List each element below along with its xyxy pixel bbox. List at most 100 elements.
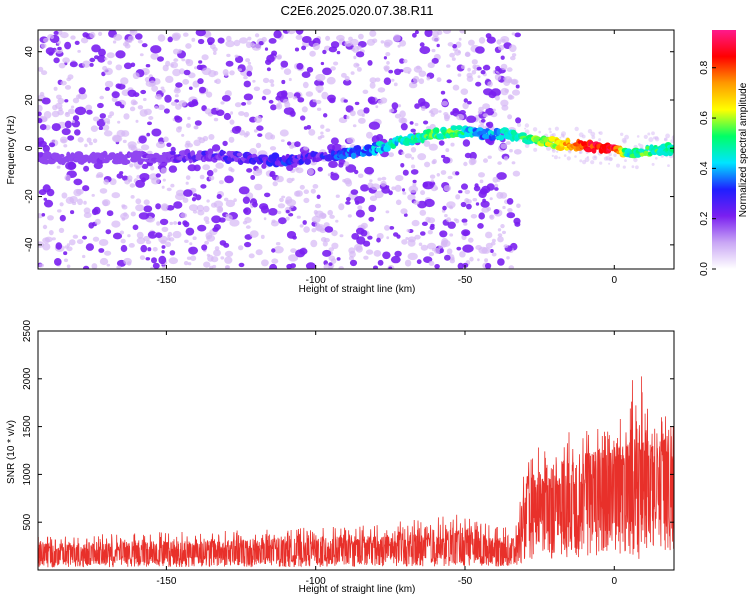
noise-dot [60,80,67,86]
noise-dot [155,203,162,210]
noise-dot [412,179,417,184]
noise-dot [178,100,187,107]
noise-dot [204,108,212,115]
noise-dot [123,113,130,120]
noise-dot [423,140,431,147]
noise-dot [234,54,239,58]
noise-dot [39,124,47,131]
noise-dot [346,115,350,120]
noise-dot [104,250,112,256]
noise-dot [408,81,418,89]
noise-dot [176,126,182,133]
noise-dot [414,234,421,240]
noise-dot [49,34,55,40]
noise-dot [57,209,62,213]
noise-dot [479,179,484,184]
noise-dot [590,131,596,137]
noise-dot [462,139,471,147]
noise-dot [594,156,597,159]
noise-dot [69,196,78,203]
noise-dot [111,134,121,143]
noise-dot [168,257,178,265]
noise-dot [390,255,401,264]
noise-dot [136,231,144,239]
noise-dot [428,143,438,151]
noise-dot [510,56,516,61]
noise-dot [305,262,316,269]
noise-dot [446,79,452,84]
spectrogram-x-ticks: -150 -100 -50 0 [156,30,618,286]
noise-dot [356,45,362,50]
noise-dot [112,40,117,44]
noise-dot [135,179,146,188]
noise-dot [101,199,111,207]
noise-dot [328,160,338,168]
noise-dot [249,148,257,156]
noise-dot [186,256,192,260]
noise-dot [72,115,80,122]
noise-dot [458,190,463,194]
noise-dot [341,72,347,78]
noise-dot [352,124,357,128]
noise-dot [183,261,189,266]
noise-dot [196,64,203,71]
noise-dot [482,113,489,118]
noise-dot [77,49,81,53]
noise-dot [367,96,376,104]
noise-dot [350,71,355,75]
noise-dot [98,239,109,246]
noise-dot [388,266,393,269]
noise-dot [48,142,56,148]
noise-dot [289,204,294,208]
noise-dot [198,86,207,94]
noise-dot [516,203,521,209]
noise-dot [185,58,191,64]
noise-dot [183,189,193,197]
noise-dot [354,243,363,251]
noise-dot [223,112,231,121]
noise-dot [459,251,466,258]
noise-dot [420,105,426,111]
noise-dot [295,249,306,258]
noise-dot [449,52,455,58]
noise-dot [358,33,364,40]
noise-dot [376,237,381,243]
noise-dot [489,215,493,219]
noise-dot [313,209,318,215]
noise-dot [38,140,47,148]
noise-dot [603,156,609,161]
noise-dot [259,203,269,210]
noise-dot [292,235,297,240]
noise-dot [169,221,174,226]
noise-dot [140,244,148,253]
noise-dot [160,86,165,90]
noise-dot [296,62,304,70]
spectrogram-dots [38,30,674,269]
noise-dot [185,43,192,49]
noise-dot [72,234,79,239]
noise-dot [665,133,670,139]
noise-dot [327,209,334,216]
noise-dot [458,37,462,41]
noise-dot [243,75,248,80]
noise-dot [395,199,402,206]
noise-dot [351,233,360,240]
noise-dot [343,99,348,103]
noise-dot [409,121,414,125]
noise-dot [165,241,172,248]
noise-dot [238,111,245,116]
noise-dot [342,79,352,86]
noise-dot [330,258,337,264]
noise-dot [360,222,368,229]
noise-dot [551,154,554,157]
noise-dot [181,58,186,62]
noise-dot [553,155,558,160]
noise-dot [188,246,199,255]
noise-dot [428,260,435,266]
noise-dot [152,262,160,269]
y-tick-label: -20 [24,189,35,204]
spectrogram-panel: -150 -100 -50 0 -40 -20 0 20 40 Height of strai… [6,29,675,295]
noise-dot [74,129,81,136]
noise-dot [373,265,378,269]
noise-dot [323,222,330,228]
